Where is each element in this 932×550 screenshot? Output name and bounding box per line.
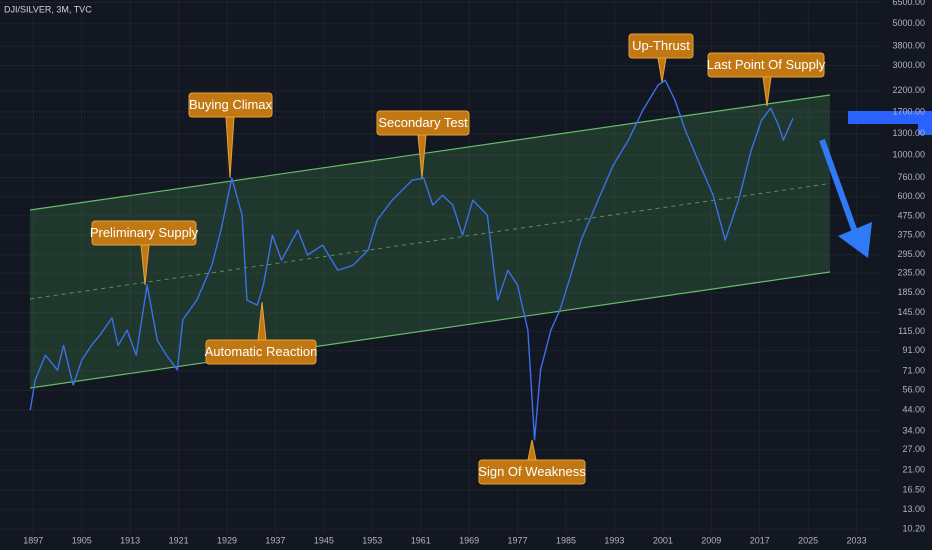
x-tick-label: 2025 bbox=[798, 535, 818, 545]
y-tick-label: 185.00 bbox=[897, 287, 925, 297]
price-tag bbox=[918, 124, 932, 135]
x-tick-label: 1929 bbox=[217, 535, 237, 545]
x-tick-label: 1913 bbox=[120, 535, 140, 545]
y-tick-label: 1000.00 bbox=[892, 150, 925, 160]
x-tick-label: 1985 bbox=[556, 535, 576, 545]
y-tick-label: 475.00 bbox=[897, 210, 925, 220]
annotation: Up-Thrust bbox=[628, 33, 694, 83]
annotation: Sign Of Weakness bbox=[478, 439, 586, 485]
y-tick-label: 56.00 bbox=[902, 385, 925, 395]
x-tick-label: 1961 bbox=[411, 535, 431, 545]
x-tick-label: 2001 bbox=[653, 535, 673, 545]
y-tick-label: 27.00 bbox=[902, 444, 925, 454]
annotation-text: Last Point Of Supply bbox=[707, 57, 826, 72]
annotation: Preliminary Supply bbox=[90, 220, 199, 286]
x-tick-label: 1953 bbox=[362, 535, 382, 545]
x-tick-label: 1937 bbox=[265, 535, 285, 545]
channel-lower bbox=[29, 271, 831, 389]
series-line bbox=[29, 79, 794, 441]
annotation-text: Buying Climax bbox=[189, 97, 273, 112]
annotation-text: Up-Thrust bbox=[632, 38, 690, 53]
y-tick-label: 295.00 bbox=[897, 249, 925, 259]
down-arrow bbox=[819, 138, 872, 258]
y-tick-label: 13.00 bbox=[902, 504, 925, 514]
y-tick-label: 145.00 bbox=[897, 307, 925, 317]
annotation: Last Point Of Supply bbox=[707, 52, 826, 107]
x-tick-label: 1897 bbox=[23, 535, 43, 545]
annotation: Secondary Test bbox=[376, 110, 470, 179]
annotation-text: Automatic Reaction bbox=[205, 344, 318, 359]
channel-fill bbox=[30, 95, 830, 388]
y-tick-label: 115.00 bbox=[898, 326, 925, 336]
y-tick-label: 600.00 bbox=[897, 191, 925, 201]
y-tick-label: 34.00 bbox=[902, 425, 925, 435]
y-tick-label: 16.50 bbox=[902, 484, 925, 494]
y-tick-label: 375.00 bbox=[897, 230, 925, 240]
x-tick-label: 2017 bbox=[750, 535, 770, 545]
annotation-text: Sign Of Weakness bbox=[478, 464, 586, 479]
y-tick-label: 21.00 bbox=[902, 465, 925, 475]
annotation-text: Secondary Test bbox=[378, 115, 468, 130]
y-tick-label: 2200.00 bbox=[892, 85, 925, 95]
annotation-text: Preliminary Supply bbox=[90, 225, 199, 240]
y-tick-label: 71.00 bbox=[902, 365, 925, 375]
y-tick-label: 1300.00 bbox=[892, 128, 925, 138]
x-tick-label: 2033 bbox=[847, 535, 867, 545]
channel-mid bbox=[29, 183, 831, 300]
x-tick-label: 1905 bbox=[72, 535, 92, 545]
x-tick-label: 1945 bbox=[314, 535, 334, 545]
y-tick-label: 760.00 bbox=[897, 172, 925, 182]
x-tick-label: 2009 bbox=[701, 535, 721, 545]
chart-title: DJI/SILVER, 3M, TVC bbox=[4, 4, 92, 14]
x-tick-label: 1921 bbox=[169, 535, 189, 545]
y-tick-label: 44.00 bbox=[902, 404, 925, 414]
y-tick-label: 1700.00 bbox=[892, 106, 925, 116]
x-tick-label: 1993 bbox=[604, 535, 624, 545]
y-tick-label: 5000.00 bbox=[892, 18, 925, 28]
y-tick-label: 10.20 bbox=[902, 524, 925, 534]
x-tick-label: 1969 bbox=[459, 535, 479, 545]
y-tick-label: 235.00 bbox=[897, 268, 925, 278]
price-axis bbox=[882, 0, 932, 550]
price-tag bbox=[848, 111, 932, 124]
channel-upper bbox=[29, 94, 831, 211]
y-tick-label: 3000.00 bbox=[892, 60, 925, 70]
series-layer bbox=[29, 79, 794, 441]
annotation: Buying Climax bbox=[188, 92, 273, 179]
x-tick-label: 1977 bbox=[508, 535, 528, 545]
y-tick-label: 91.00 bbox=[902, 345, 925, 355]
y-tick-label: 3800.00 bbox=[892, 41, 925, 51]
y-tick-label: 6500.00 bbox=[892, 0, 925, 7]
annotation: Automatic Reaction bbox=[205, 301, 318, 365]
